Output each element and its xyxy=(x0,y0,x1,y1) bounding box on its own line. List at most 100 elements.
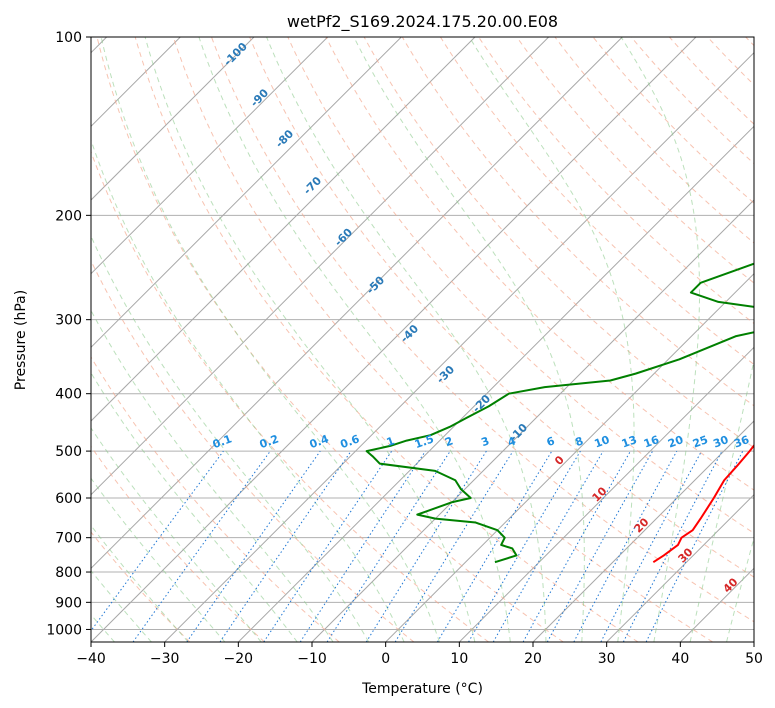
isotherm-line xyxy=(91,37,623,570)
moist-adiabat-line xyxy=(144,37,476,642)
moist-adiabat-line xyxy=(91,524,189,642)
y-tick-label: 800 xyxy=(55,565,82,581)
mixing-ratio-label: 20 xyxy=(666,433,685,451)
mixing-ratio-line xyxy=(522,450,631,642)
y-axis-label: Pressure (hPa) xyxy=(13,290,29,390)
x-tick-label: 10 xyxy=(450,651,468,667)
mixing-ratio-label: 30 xyxy=(711,433,730,451)
mixing-ratio-line xyxy=(219,450,352,642)
mixing-ratio-label: 0.6 xyxy=(339,432,362,451)
isotherm-line xyxy=(458,346,754,642)
mixing-ratio-label: 1.5 xyxy=(413,432,436,451)
isotherm-line xyxy=(91,37,255,201)
plot-frame xyxy=(90,36,755,643)
x-tick-label: 20 xyxy=(524,651,542,667)
moist-adiabat-line xyxy=(91,371,298,642)
mixing-ratio-line xyxy=(645,450,744,642)
mixing-ratio-label: 0.4 xyxy=(308,432,331,451)
x-tick-label: 40 xyxy=(671,651,689,667)
x-axis: −40 −30 −20 −10 0 10 20 30 40 50 xyxy=(76,642,763,667)
mixing-ratio-label: 8 xyxy=(573,434,585,449)
moist-adiabat-line xyxy=(91,569,152,642)
x-tick-label: −10 xyxy=(297,651,327,667)
isotherm-line xyxy=(532,420,754,642)
isotherm-line xyxy=(91,37,329,275)
isotherm-line xyxy=(385,272,754,642)
mixing-ratio-line xyxy=(186,450,321,642)
moist-adiabat-line xyxy=(91,427,262,642)
isotherm-line xyxy=(237,125,754,642)
dewpoint-profile xyxy=(365,262,754,564)
isotherm-line xyxy=(91,37,550,496)
mixing-ratio-label: 2 xyxy=(443,434,455,449)
y-tick-label: 600 xyxy=(55,491,82,507)
isotherm-line xyxy=(753,641,754,642)
mixing-ratio-line xyxy=(546,450,654,642)
pressure-gridlines xyxy=(91,37,754,630)
y-tick-label: 200 xyxy=(55,208,82,224)
y-tick-label: 100 xyxy=(55,30,82,46)
isotherm-line xyxy=(91,37,402,349)
y-tick-label: 400 xyxy=(55,387,82,403)
mixing-ratio-label: 3 xyxy=(479,434,491,449)
x-tick-label: −30 xyxy=(150,651,180,667)
moist-adiabat-line xyxy=(91,138,405,642)
moist-adiabat-line xyxy=(91,477,226,642)
plot-area xyxy=(91,37,754,642)
x-tick-label: 50 xyxy=(745,651,763,667)
mixing-ratio-line xyxy=(263,450,393,642)
y-tick-label: 900 xyxy=(55,595,82,611)
dry-adiabat-line xyxy=(440,37,754,366)
y-tick-label: 700 xyxy=(55,531,82,547)
isotherm-line xyxy=(91,37,697,642)
y-axis: 100 200 300 400 500 600 700 800 900 1000 xyxy=(46,30,91,638)
mixing-ratio-line xyxy=(573,450,678,642)
mixing-ratio-line xyxy=(394,450,514,642)
skewed-isotherms xyxy=(91,37,754,642)
temperature-profile xyxy=(652,443,754,564)
isotherm-line xyxy=(91,37,476,422)
chart-title: wetPf2_S169.2024.175.20.00.E08 xyxy=(287,12,558,32)
dry-adiabat-line xyxy=(134,37,639,642)
dry-adiabat-line xyxy=(325,37,754,491)
x-axis-label: Temperature (°C) xyxy=(361,681,483,697)
moist-adiabat-line xyxy=(266,37,547,642)
mixing-ratio-line xyxy=(91,450,224,632)
moist-adiabat-line xyxy=(100,37,440,642)
mixing-ratio-line xyxy=(326,450,451,642)
mixing-ratio-label: 36 xyxy=(732,433,751,451)
mixing-ratio-label: 10 xyxy=(593,433,612,451)
mixing-ratio-label: 16 xyxy=(642,433,661,451)
moist-adiabat-line xyxy=(91,234,370,642)
mixing-ratio-label: 1 xyxy=(385,434,397,449)
mixing-ratio-label: 13 xyxy=(620,433,639,450)
dry-adiabat-line xyxy=(287,37,754,534)
mixing-ratio-label: 6 xyxy=(545,434,557,449)
dry-adiabat-line xyxy=(363,37,754,449)
mixing-ratio-line xyxy=(132,450,271,642)
dry-adiabat-line xyxy=(91,531,191,642)
moist-adiabat-line xyxy=(353,37,585,642)
mixing-ratio-lines xyxy=(91,450,744,642)
moist-adiabats xyxy=(91,37,775,642)
moist-adiabat-line xyxy=(763,37,775,642)
mixing-ratio-label: 4 xyxy=(506,434,518,449)
x-tick-label: −40 xyxy=(76,651,106,667)
isotherm-line xyxy=(164,51,754,642)
mixing-ratio-line xyxy=(299,450,426,642)
mixing-ratio-label: 0.1 xyxy=(211,432,234,451)
isotherm-line xyxy=(606,493,754,642)
y-tick-label: 1000 xyxy=(46,622,82,638)
dry-adiabat-line xyxy=(91,259,415,642)
dry-adiabat-line xyxy=(211,37,754,623)
y-tick-label: 300 xyxy=(55,313,82,329)
sounding-profiles xyxy=(365,262,754,564)
x-tick-label: −20 xyxy=(224,651,254,667)
dry-adiabat-line xyxy=(91,356,340,642)
x-tick-label: 30 xyxy=(598,651,616,667)
dry-adiabat-line xyxy=(401,37,754,407)
x-tick-label: 0 xyxy=(381,651,390,667)
dry-adiabat-line xyxy=(249,37,754,578)
mixing-ratio-label: 0.2 xyxy=(258,432,281,451)
